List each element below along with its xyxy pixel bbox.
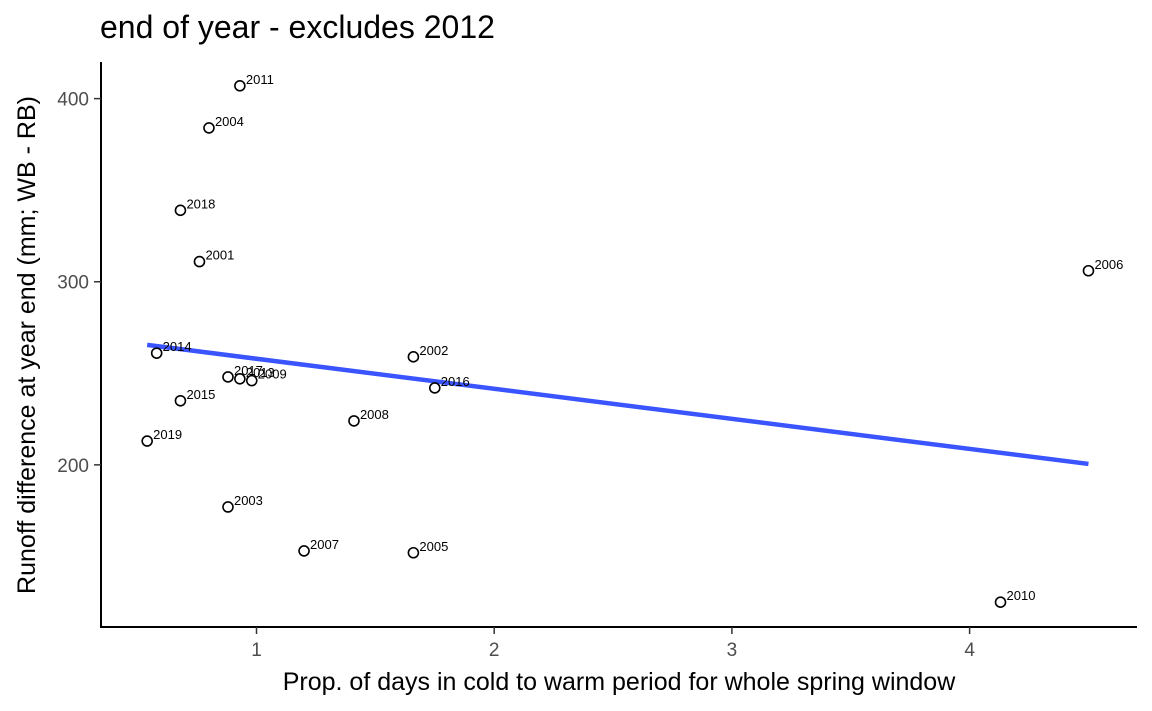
point-label: 2016 [441, 374, 470, 389]
point-label: 2010 [1007, 588, 1036, 603]
data-point [348, 415, 360, 427]
point-label: 2019 [153, 427, 182, 442]
point-label: 2006 [1094, 257, 1123, 272]
x-tick-label: 1 [251, 640, 262, 661]
data-point [407, 351, 420, 363]
data-point [174, 394, 187, 407]
data-point [222, 371, 234, 383]
point-label: 2011 [246, 72, 274, 87]
x-tick-label: 3 [727, 640, 738, 661]
data-point [141, 435, 153, 447]
data-point [203, 122, 215, 134]
data-point [1082, 264, 1095, 277]
point-label: 2005 [419, 539, 448, 554]
point-label: 2015 [186, 387, 215, 402]
data-point [245, 374, 258, 387]
x-tick-label: 4 [964, 640, 975, 661]
y-axis-title: Runoff difference at year end (mm; WB - … [13, 96, 41, 594]
trend-line [146, 342, 1089, 467]
point-label: 2018 [186, 196, 215, 211]
y-tick-label: 200 [57, 456, 89, 477]
y-tick-label: 300 [57, 273, 89, 294]
trend-layer [146, 342, 1089, 467]
point-label: 2003 [234, 493, 263, 508]
point-label: 2007 [310, 537, 339, 552]
data-point [222, 501, 234, 513]
point-label: 2014 [163, 339, 192, 354]
y-ticks: 200 300 400 [57, 90, 101, 477]
point-label: 2002 [419, 343, 448, 358]
point-label: 2008 [360, 407, 389, 422]
data-point [298, 545, 310, 557]
axes [100, 62, 1137, 628]
data-point [174, 204, 187, 217]
data-point [428, 382, 441, 394]
x-ticks: 1 2 3 4 [251, 627, 975, 661]
data-point [150, 347, 163, 359]
point-label: 2001 [205, 248, 234, 263]
data-point [234, 80, 246, 92]
point-label: 2009 [258, 367, 287, 382]
x-axis-title: Prop. of days in cold to warm period for… [283, 668, 956, 696]
data-point [994, 596, 1007, 608]
data-point [407, 546, 420, 559]
point-label: 2004 [215, 114, 244, 129]
x-tick-label: 2 [489, 640, 500, 661]
y-tick-label: 400 [57, 90, 89, 111]
chart-title: end of year - excludes 2012 [100, 9, 495, 45]
data-point [234, 372, 246, 385]
data-point [193, 255, 206, 268]
